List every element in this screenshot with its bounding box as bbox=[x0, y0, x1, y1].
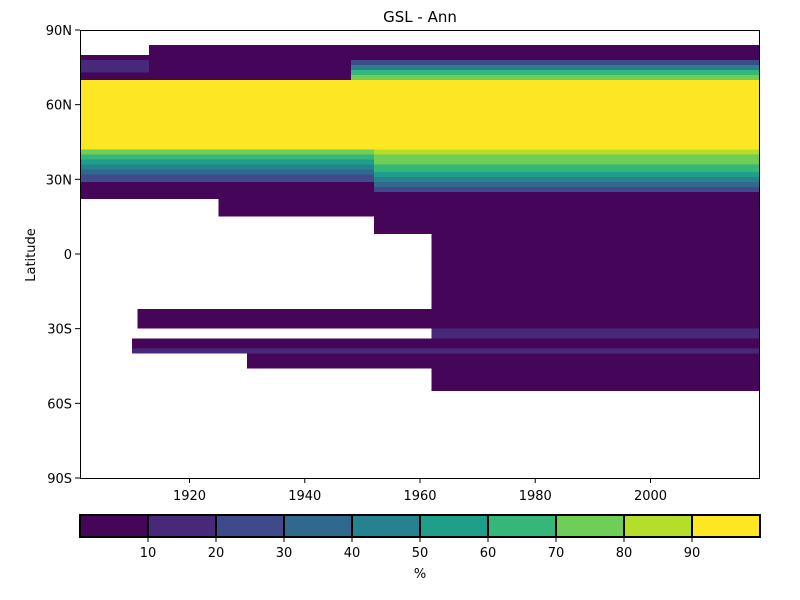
colorbar-segment bbox=[623, 514, 693, 538]
colorbar-tick-label: 60 bbox=[480, 546, 497, 561]
heatmap-cell bbox=[149, 44, 248, 55]
colorbar-tick-label: 30 bbox=[276, 546, 293, 561]
heatmap-cell bbox=[247, 353, 760, 369]
heatmap-cell bbox=[80, 181, 374, 200]
colorbar-tick-label: 90 bbox=[684, 546, 701, 561]
heatmap-cell bbox=[431, 368, 760, 391]
heatmap-cell bbox=[80, 79, 760, 150]
heatmap-cell bbox=[431, 286, 760, 309]
heatmap-cell bbox=[80, 164, 374, 170]
y-tick-label: 30N bbox=[46, 173, 72, 188]
heatmap-cell bbox=[218, 199, 761, 217]
colorbar-segment bbox=[555, 514, 625, 538]
heatmap-cell bbox=[80, 159, 374, 165]
plot-area bbox=[80, 44, 761, 391]
heatmap-cell bbox=[350, 59, 760, 65]
heatmap-cell bbox=[350, 69, 760, 75]
heatmap-cell bbox=[373, 186, 760, 192]
colorbar-segment bbox=[419, 514, 489, 538]
colorbar-tick-label: 10 bbox=[140, 546, 157, 561]
colorbar-segment bbox=[351, 514, 421, 538]
colorbar-label: % bbox=[414, 567, 426, 582]
heatmap-cell bbox=[431, 328, 760, 339]
y-tick-label: 60N bbox=[46, 99, 72, 114]
heatmap-cell bbox=[373, 149, 760, 155]
x-tick-label: 2000 bbox=[634, 489, 667, 504]
heatmap-cell bbox=[373, 171, 760, 177]
heatmap-cell bbox=[131, 348, 761, 354]
heatmap-cell bbox=[80, 174, 374, 182]
y-tick-label: 0 bbox=[64, 248, 72, 263]
heatmap-cell bbox=[80, 169, 374, 175]
colorbar-segment bbox=[283, 514, 353, 538]
heatmap-cell bbox=[373, 191, 760, 200]
colorbar-tick-label: 50 bbox=[412, 546, 429, 561]
colorbar-segment bbox=[691, 514, 761, 538]
colorbar-tick-label: 20 bbox=[208, 546, 225, 561]
heatmap-cell bbox=[373, 154, 760, 165]
y-tick-label: 30S bbox=[47, 323, 72, 338]
heatmap-cell bbox=[80, 154, 374, 160]
heatmap-cell bbox=[80, 149, 374, 155]
colorbar: 10 20 30 40 50 60 70 80 90 bbox=[79, 514, 761, 561]
heatmap-cell bbox=[431, 234, 760, 287]
colorbar-segment bbox=[215, 514, 285, 538]
heatmap-cell bbox=[373, 216, 760, 235]
y-tick-label: 90S bbox=[47, 472, 72, 487]
y-tick-label: 60S bbox=[47, 397, 72, 412]
chart-title: GSL - Ann bbox=[383, 8, 457, 26]
colorbar-tick-label: 40 bbox=[344, 546, 361, 561]
heatmap-cell bbox=[373, 176, 760, 182]
colorbar-tick-label: 80 bbox=[616, 546, 633, 561]
x-tick-label: 1940 bbox=[288, 489, 321, 504]
x-tick-label: 1920 bbox=[173, 489, 206, 504]
y-axis-label: Latitude bbox=[24, 228, 39, 282]
heatmap-cell bbox=[373, 164, 760, 172]
y-tick-label: 90N bbox=[46, 24, 72, 39]
heatmap-cell bbox=[137, 308, 760, 329]
heatmap-cell bbox=[350, 64, 760, 70]
heatmap-cell bbox=[131, 338, 761, 349]
x-axis: 1920 1940 1960 1980 2000 bbox=[173, 478, 667, 504]
colorbar-segment bbox=[147, 514, 217, 538]
colorbar-segment bbox=[487, 514, 557, 538]
x-tick-label: 1960 bbox=[403, 489, 436, 504]
heatmap-cell bbox=[373, 181, 760, 187]
heatmap-cell bbox=[350, 74, 760, 80]
colorbar-tick-label: 70 bbox=[548, 546, 565, 561]
colorbar-segment bbox=[79, 514, 149, 538]
heatmap-cell bbox=[247, 44, 760, 55]
heatmap-cell bbox=[80, 59, 150, 73]
y-axis: 90N 60N 30N 0 30S 60S 90S bbox=[46, 24, 80, 487]
x-tick-label: 1980 bbox=[519, 489, 552, 504]
